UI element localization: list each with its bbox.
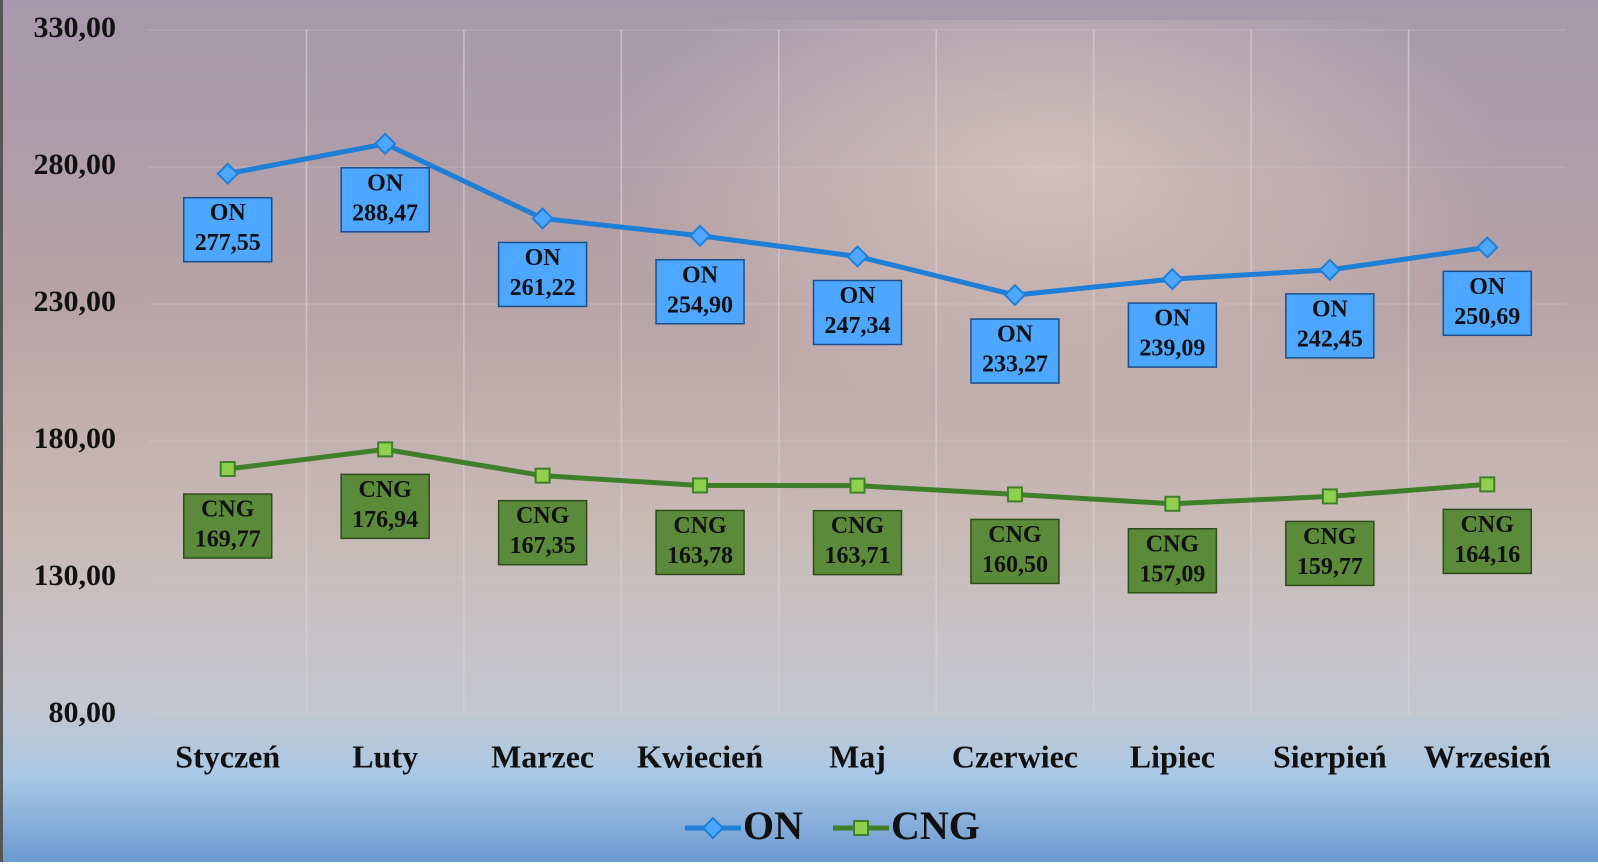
data-label-series: ON <box>525 245 562 271</box>
data-label-series: CNG <box>1461 512 1515 538</box>
data-label-series: CNG <box>673 513 727 539</box>
x-tick-label: Styczeń <box>175 738 280 774</box>
point-marker <box>536 469 550 483</box>
data-label: 261,22 <box>510 275 576 301</box>
data-label: 163,78 <box>667 543 733 569</box>
data-label-series: ON <box>840 283 877 309</box>
data-label: 288,47 <box>352 200 418 226</box>
data-label-series: CNG <box>201 497 255 523</box>
x-tick-label: Wrzesień <box>1424 738 1552 774</box>
x-tick-label: Sierpień <box>1273 738 1387 774</box>
data-label: 277,55 <box>195 230 261 256</box>
point-marker <box>221 462 235 476</box>
edge <box>0 0 3 862</box>
data-label-series: ON <box>1154 306 1191 332</box>
x-tick-label: Kwiecień <box>637 738 763 774</box>
point-marker <box>1008 487 1022 501</box>
point-marker <box>1323 489 1337 503</box>
legend-label: CNG <box>891 803 980 848</box>
point-marker <box>1480 477 1494 491</box>
data-label: 167,35 <box>510 533 576 559</box>
data-label-series: CNG <box>988 522 1042 548</box>
data-label: 164,16 <box>1454 542 1520 568</box>
x-tick-label: Lipiec <box>1130 738 1215 774</box>
data-label-series: ON <box>1312 296 1349 322</box>
legend-marker <box>854 821 868 835</box>
x-tick-label: Marzec <box>491 738 594 774</box>
chart: Styczeń Luty Marzec Kwiecień Maj Czerwiec Lipi… <box>0 0 1598 862</box>
data-label-series: CNG <box>1303 524 1357 550</box>
data-label: 254,90 <box>667 292 733 318</box>
data-label-series: CNG <box>358 477 412 503</box>
point-marker <box>1165 497 1179 511</box>
y-tick-label: 130,00 <box>34 559 117 592</box>
data-label: 250,69 <box>1454 304 1520 330</box>
data-label: 163,71 <box>825 543 891 569</box>
y-tick-label: 80,00 <box>49 696 117 729</box>
data-label: 239,09 <box>1139 336 1205 362</box>
data-label-series: ON <box>1469 274 1506 300</box>
point-marker <box>378 442 392 456</box>
data-label: 242,45 <box>1297 326 1363 352</box>
data-label: 176,94 <box>352 507 418 533</box>
x-tick-label: Maj <box>829 738 886 774</box>
data-label-series: ON <box>997 322 1034 348</box>
point-marker <box>693 478 707 492</box>
data-label: 160,50 <box>982 552 1048 578</box>
data-label-series: CNG <box>1146 531 1200 557</box>
x-tick-label: Luty <box>352 738 418 774</box>
data-label: 233,27 <box>982 352 1048 378</box>
data-label-series: ON <box>210 200 247 226</box>
x-tick-label: Czerwiec <box>952 738 1078 774</box>
data-label: 169,77 <box>195 527 261 553</box>
point-marker <box>851 479 865 493</box>
data-label-series: ON <box>682 262 719 288</box>
legend-label: ON <box>743 803 803 848</box>
y-tick-label: 230,00 <box>34 285 117 318</box>
data-label-series: CNG <box>516 503 570 529</box>
data-label: 159,77 <box>1297 554 1363 580</box>
y-tick-label: 180,00 <box>34 422 117 455</box>
y-tick-label: 330,00 <box>34 11 117 44</box>
data-label-series: ON <box>367 170 404 196</box>
data-label-series: CNG <box>831 513 885 539</box>
data-label: 247,34 <box>825 313 891 339</box>
data-label: 157,09 <box>1139 561 1205 587</box>
y-tick-label: 280,00 <box>34 148 117 181</box>
